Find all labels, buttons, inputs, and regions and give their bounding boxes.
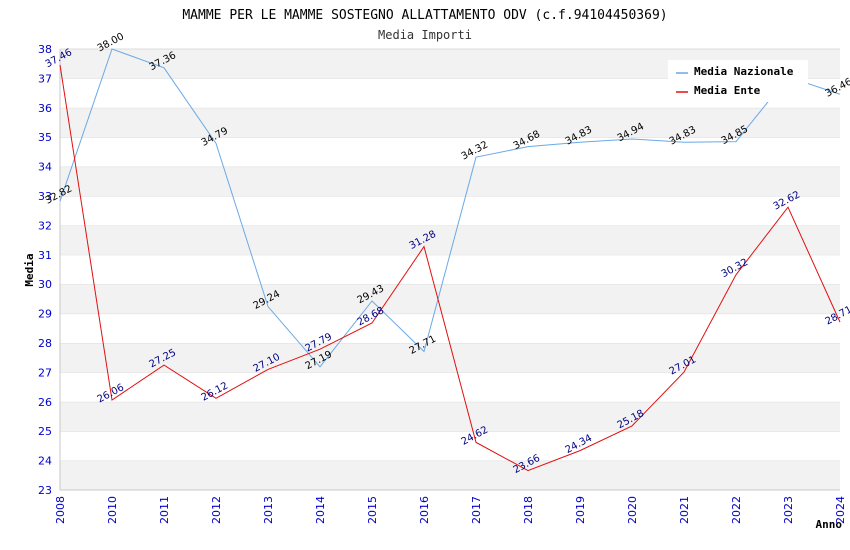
y-axis-label: Media xyxy=(23,253,36,286)
grid-bands xyxy=(60,48,840,490)
chart-subtitle: Media Importi xyxy=(378,28,472,42)
x-tick-label: 2013 xyxy=(262,496,275,524)
y-tick-label: 30 xyxy=(38,278,52,291)
x-tick-labels: 2008 2010 2011 2012 2013 2014 2015 2016 2017 2018… xyxy=(54,496,847,524)
x-tick-label: 2018 xyxy=(522,496,535,524)
y-tick-label: 32 xyxy=(38,219,52,232)
grid-band xyxy=(60,343,840,373)
y-tick-label: 33 xyxy=(38,190,52,203)
grid-band xyxy=(60,372,840,402)
x-tick-label: 2017 xyxy=(470,496,483,524)
grid-band xyxy=(60,166,840,196)
chart-title: MAMME PER LE MAMME SOSTEGNO ALLATTAMENTO… xyxy=(182,8,667,23)
y-tick-label: 27 xyxy=(38,366,52,379)
x-tick-label: 2023 xyxy=(782,496,795,524)
grid-band xyxy=(60,225,840,255)
axes xyxy=(59,49,840,491)
x-tick-label: 2020 xyxy=(626,496,639,524)
legend-box xyxy=(668,60,808,102)
y-tick-label: 34 xyxy=(38,161,52,174)
series-lines xyxy=(59,48,841,472)
series-line-media-nazionale xyxy=(59,48,841,368)
grid-band xyxy=(60,284,840,314)
series-line-media-ente xyxy=(59,64,841,472)
grid-band xyxy=(60,313,840,343)
x-tick-label: 2014 xyxy=(314,496,327,524)
grid-band xyxy=(60,254,840,285)
y-tick-labels: 23 24 25 26 27 28 29 30 31 32 33 34 35 36 37 38 xyxy=(38,43,52,497)
y-tick-label: 38 xyxy=(38,43,52,56)
y-tick-label: 24 xyxy=(38,455,52,468)
x-tick-label: 2010 xyxy=(106,496,119,524)
x-tick-label: 2008 xyxy=(54,496,67,524)
x-tick-label: 2021 xyxy=(678,496,691,524)
x-tick-label: 2022 xyxy=(730,496,743,524)
x-tick-label: 2016 xyxy=(418,496,431,524)
x-tick-label: 2011 xyxy=(158,496,171,524)
grid-band xyxy=(60,196,840,226)
y-tick-label: 23 xyxy=(38,484,52,497)
grid-band xyxy=(60,460,840,490)
y-tick-label: 28 xyxy=(38,337,52,350)
y-tick-label: 36 xyxy=(38,102,52,115)
x-tick-label: 2024 xyxy=(834,496,847,524)
y-tick-label: 29 xyxy=(38,308,52,321)
y-tick-label: 25 xyxy=(38,425,52,438)
grid-band xyxy=(60,401,840,432)
y-tick-label: 35 xyxy=(38,131,52,144)
x-tick-label: 2012 xyxy=(210,496,223,524)
x-axis-label: Anno xyxy=(816,518,843,531)
y-tick-label: 37 xyxy=(38,72,52,85)
grid-band xyxy=(60,107,840,138)
y-tick-label: 31 xyxy=(38,249,52,262)
legend: Media Nazionale Media Ente xyxy=(668,60,808,102)
y-tick-label: 26 xyxy=(38,396,52,409)
x-tick-label: 2015 xyxy=(366,496,379,524)
x-tick-label: 2019 xyxy=(574,496,587,524)
legend-label-media-ente: Media Ente xyxy=(694,84,761,97)
legend-label-media-nazionale: Media Nazionale xyxy=(694,65,794,78)
grid-band xyxy=(60,431,840,461)
